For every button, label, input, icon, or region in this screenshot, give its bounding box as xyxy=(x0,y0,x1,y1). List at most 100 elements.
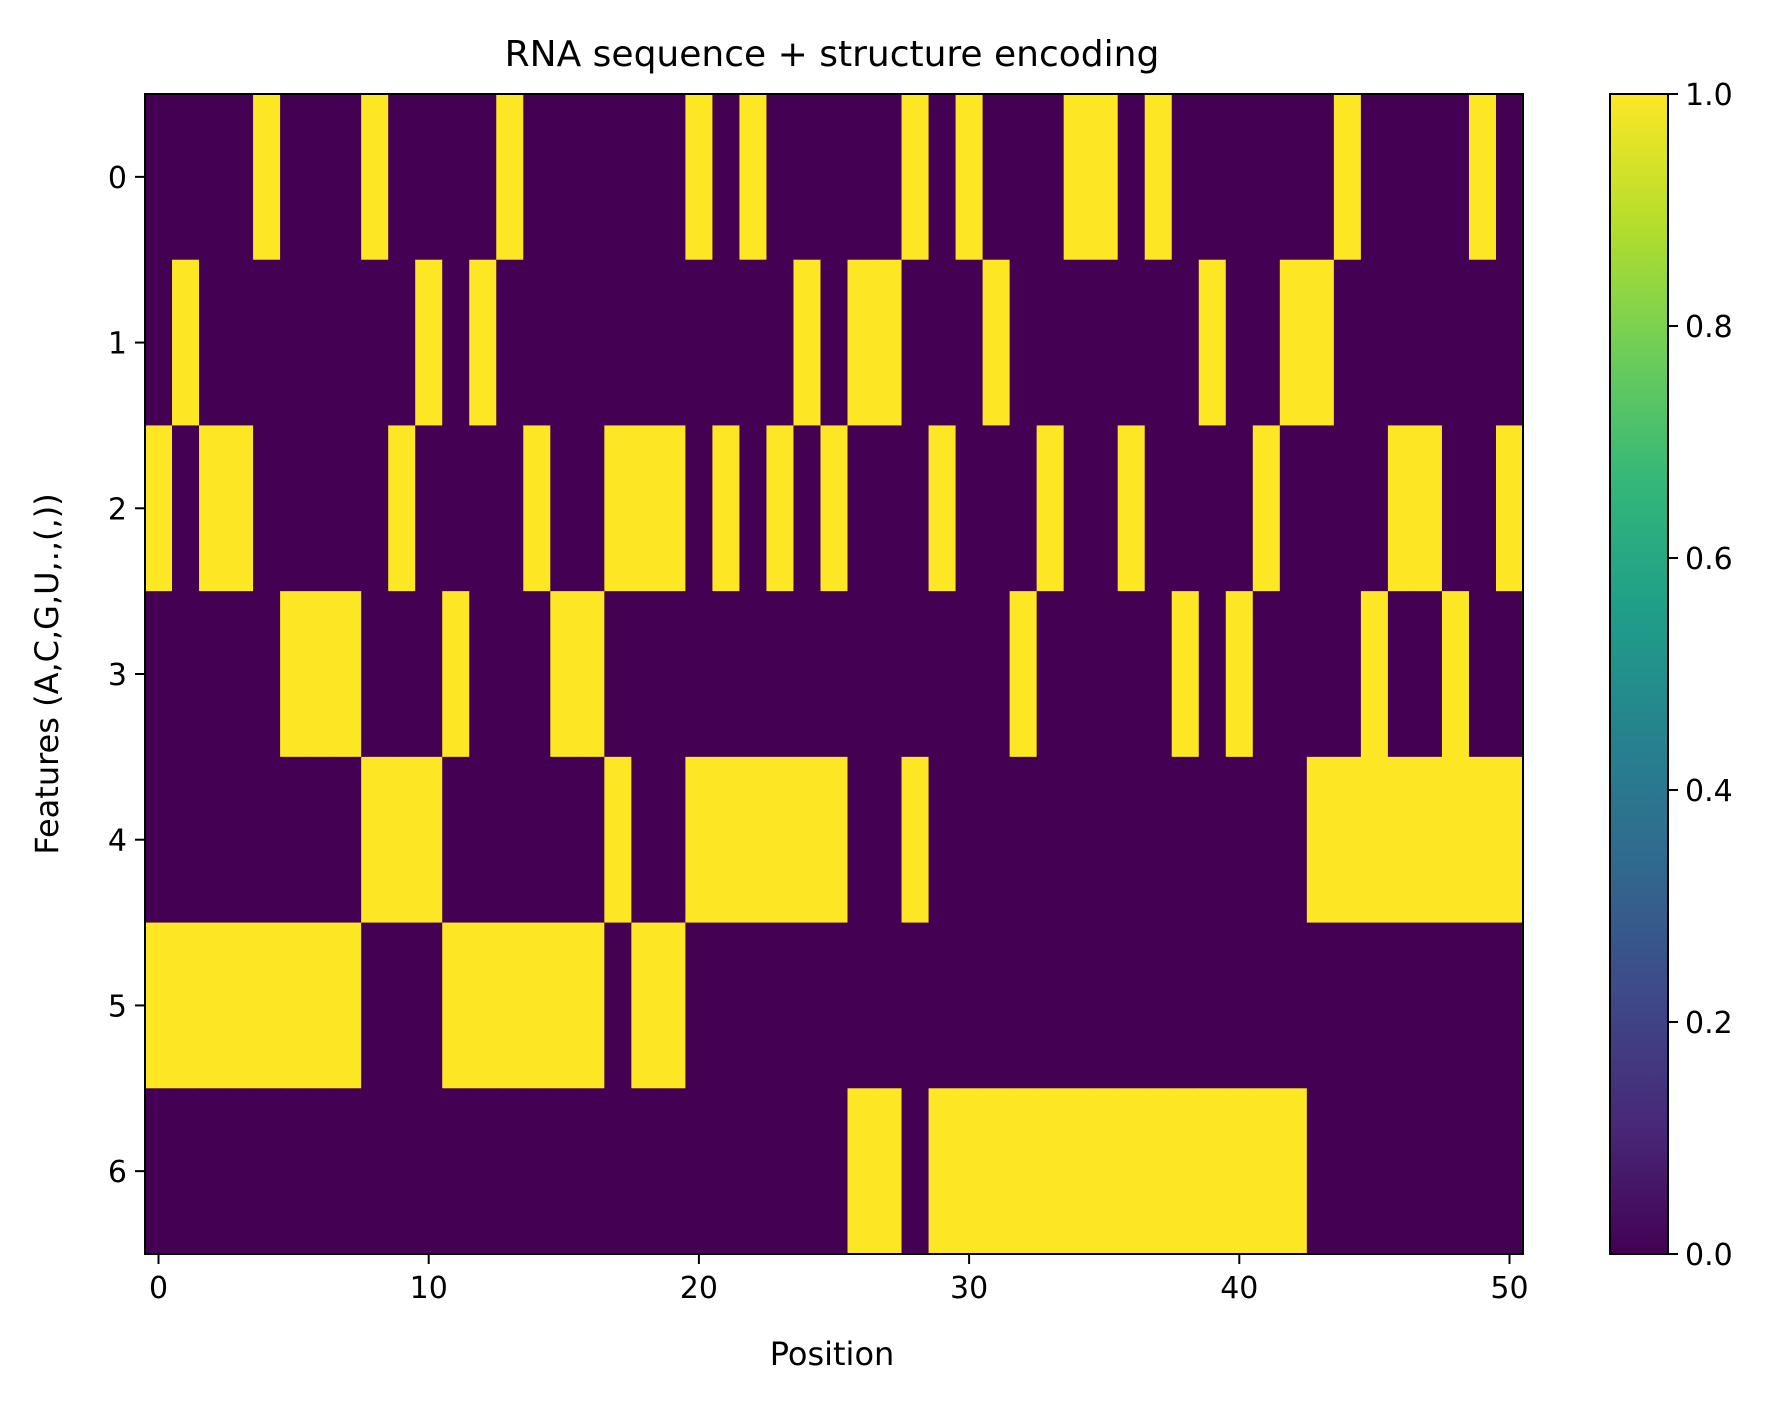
heatmap-cell xyxy=(1198,922,1227,1089)
heatmap-cell xyxy=(1495,425,1524,592)
heatmap-cell xyxy=(1225,425,1254,592)
heatmap-cell xyxy=(1252,259,1281,427)
heatmap-cell xyxy=(955,922,984,1089)
heatmap-cell xyxy=(523,922,551,1089)
heatmap-cell xyxy=(820,756,849,924)
heatmap-cell xyxy=(307,591,335,758)
heatmap-cell xyxy=(739,94,768,261)
heatmap-cell xyxy=(793,259,822,427)
heatmap-cell xyxy=(469,259,497,427)
heatmap-cell xyxy=(739,756,768,924)
heatmap-cell xyxy=(388,591,416,758)
heatmap-cell xyxy=(712,94,741,261)
heatmap-cell xyxy=(1252,425,1281,592)
heatmap-cell xyxy=(901,756,930,924)
heatmap-cell xyxy=(1198,259,1227,427)
heatmap-cell xyxy=(226,94,254,261)
heatmap-cell xyxy=(469,425,497,592)
heatmap-cell xyxy=(1360,756,1389,924)
heatmap-cell xyxy=(631,259,659,427)
heatmap-cell xyxy=(1333,756,1362,924)
heatmap-cell xyxy=(253,94,281,261)
heatmap-cell xyxy=(820,94,849,261)
heatmap-cell xyxy=(631,1088,659,1255)
heatmap-cell xyxy=(496,756,524,924)
heatmap-cell xyxy=(712,591,741,758)
heatmap-cell xyxy=(199,425,227,592)
heatmap-cell xyxy=(199,922,227,1089)
heatmap-cell xyxy=(1252,1088,1281,1255)
heatmap-cell xyxy=(793,425,822,592)
x-tick-label: 50 xyxy=(1490,1271,1528,1306)
heatmap-cell xyxy=(334,922,362,1089)
heatmap-cell xyxy=(253,591,281,758)
colorbar-axis: 0.0 0.2 0.4 0.6 0.8 1.0 xyxy=(1668,78,1733,1273)
heatmap-cell xyxy=(1333,94,1362,261)
heatmap-cell xyxy=(469,94,497,261)
heatmap-cell xyxy=(1009,94,1038,261)
heatmap-cell xyxy=(1441,756,1470,924)
heatmap-cell xyxy=(1333,591,1362,758)
heatmap-cell xyxy=(1306,259,1335,427)
heatmap-cell xyxy=(577,1088,605,1255)
heatmap-cell xyxy=(442,259,470,427)
heatmap-cell xyxy=(469,922,497,1089)
heatmap-cell xyxy=(1387,425,1416,592)
heatmap-cell xyxy=(739,259,768,427)
colorbar-tick-label: 1.0 xyxy=(1685,78,1733,113)
heatmap-cell xyxy=(280,259,308,427)
heatmap-cell xyxy=(631,922,659,1089)
heatmap-cell xyxy=(1495,756,1524,924)
heatmap-cell xyxy=(1279,259,1308,427)
heatmap-cell xyxy=(982,425,1011,592)
heatmap-cell xyxy=(1171,591,1200,758)
heatmap-cell xyxy=(172,425,200,592)
heatmap-cell xyxy=(1387,756,1416,924)
heatmap-cell xyxy=(847,591,876,758)
heatmap-cell xyxy=(1009,259,1038,427)
heatmap-cell xyxy=(901,922,930,1089)
heatmap-cell xyxy=(307,259,335,427)
heatmap-cell xyxy=(1468,591,1497,758)
heatmap-cell xyxy=(739,922,768,1089)
heatmap-cell xyxy=(766,94,795,261)
heatmap-cell xyxy=(1117,1088,1146,1255)
heatmap-cell xyxy=(1333,922,1362,1089)
heatmap-cell xyxy=(388,425,416,592)
heatmap-cell xyxy=(172,94,200,261)
x-tick-label: 30 xyxy=(950,1271,988,1306)
heatmap-cell xyxy=(1279,1088,1308,1255)
heatmap-cell xyxy=(253,425,281,592)
heatmap-cell xyxy=(145,94,173,261)
heatmap-cell xyxy=(1360,94,1389,261)
heatmap-cell xyxy=(442,1088,470,1255)
heatmap-cell xyxy=(307,425,335,592)
heatmap-cell xyxy=(1117,425,1146,592)
heatmap-cell xyxy=(280,922,308,1089)
heatmap-cell xyxy=(1144,425,1173,592)
heatmap-cell xyxy=(361,94,389,261)
heatmap-cell xyxy=(955,259,984,427)
heatmap-cell xyxy=(253,259,281,427)
heatmap-cell xyxy=(685,1088,714,1255)
heatmap-cell xyxy=(1333,259,1362,427)
heatmap-cell xyxy=(928,922,957,1089)
heatmap-cell xyxy=(1306,756,1335,924)
colorbar-tick-label: 0.0 xyxy=(1685,1238,1733,1273)
heatmap-cell xyxy=(685,591,714,758)
heatmap-cell xyxy=(253,922,281,1089)
heatmap-cell xyxy=(1009,425,1038,592)
heatmap-cell xyxy=(226,259,254,427)
heatmap-cell xyxy=(1009,1088,1038,1255)
heatmap-cell xyxy=(820,922,849,1089)
heatmap-cell xyxy=(1495,922,1524,1089)
heatmap-cell xyxy=(820,259,849,427)
heatmap-cell xyxy=(1117,259,1146,427)
heatmap-cell xyxy=(1063,922,1092,1089)
x-tick-label: 0 xyxy=(149,1271,168,1306)
heatmap-cells xyxy=(145,94,1524,1255)
x-axis: 0 10 20 30 40 50 xyxy=(149,1254,1529,1306)
heatmap-cell xyxy=(1225,756,1254,924)
heatmap-cell xyxy=(928,94,957,261)
heatmap-cell xyxy=(631,756,659,924)
